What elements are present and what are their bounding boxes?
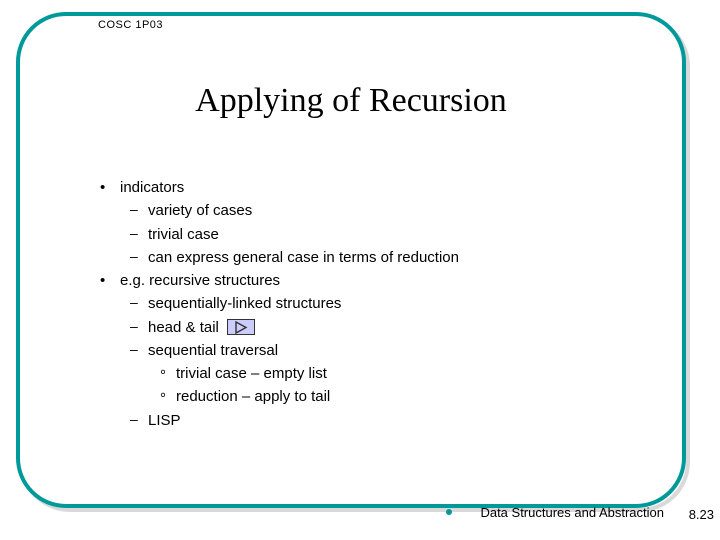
subbullet-seq-traversal: sequential traversal [98,339,658,362]
course-tag: COSC 1P03 [92,19,169,31]
subbullet-variety: variety of cases [98,199,658,222]
subbullet-head-tail-text: head & tail [148,319,219,336]
subsub-reduction-tail: reduction – apply to tail [98,385,658,408]
page-number: 8.23 [689,507,714,522]
footer-text: Data Structures and Abstraction [480,505,664,520]
footer-dot-icon [446,509,452,515]
slide-content: indicators variety of cases trivial case… [98,176,658,432]
subbullet-lisp: LISP [98,409,658,432]
bullet-indicators: indicators [98,176,658,199]
slide-title: Applying of Recursion [20,82,682,120]
bullet-recursive-structures: e.g. recursive structures [98,269,658,292]
slide-frame: COSC 1P03 Applying of Recursion indicato… [16,12,686,508]
subbullet-head-tail: head & tail [98,316,658,339]
subbullet-trivial: trivial case [98,223,658,246]
play-icon [227,319,255,335]
subbullet-seq-linked: sequentially-linked structures [98,292,658,315]
subsub-trivial-empty: trivial case – empty list [98,362,658,385]
subbullet-reduction: can express general case in terms of red… [98,246,658,269]
